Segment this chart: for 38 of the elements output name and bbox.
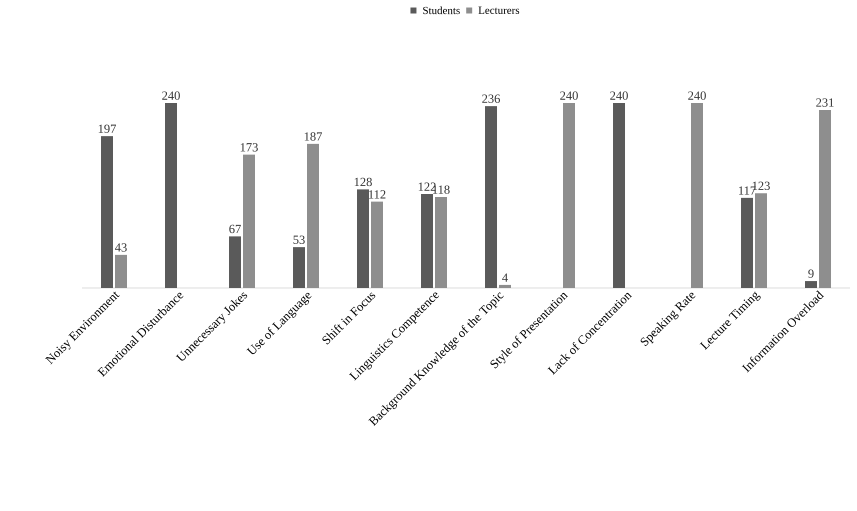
data-label: 187: [304, 132, 322, 141]
bar: [357, 189, 370, 288]
bar: [691, 103, 704, 288]
data-label: 236: [482, 94, 500, 103]
bar: [499, 284, 512, 288]
data-label: 240: [560, 91, 578, 100]
bar: [485, 106, 498, 288]
bar: [741, 198, 754, 288]
data-label: 240: [688, 91, 706, 100]
data-label: 67: [229, 224, 241, 234]
bar: [435, 197, 447, 288]
data-label: 240: [162, 91, 180, 100]
data-label: 9: [808, 270, 814, 278]
bar: [819, 110, 832, 288]
data-label: 112: [368, 190, 386, 198]
bar: [307, 144, 319, 288]
bar: [805, 281, 818, 288]
data-label: 53: [294, 236, 305, 244]
data-label: 4: [502, 274, 508, 282]
data-label: 240: [610, 91, 628, 100]
bar: [293, 247, 306, 288]
data-label: 128: [354, 178, 372, 186]
bar: [563, 103, 576, 288]
bar: [114, 254, 127, 288]
legend-label: Students: [423, 6, 460, 14]
data-label: 173: [240, 143, 258, 152]
bar: [229, 236, 242, 288]
data-label: 43: [115, 243, 127, 252]
bar: [101, 136, 114, 288]
bar: [243, 154, 255, 288]
bar: [755, 193, 768, 288]
bar: [371, 202, 383, 288]
bar: [165, 103, 178, 288]
bar: [613, 103, 626, 288]
data-label: 197: [98, 124, 116, 133]
bar: [421, 194, 434, 288]
data-label: 231: [816, 98, 834, 107]
legend-label: Lecturers: [478, 6, 520, 14]
